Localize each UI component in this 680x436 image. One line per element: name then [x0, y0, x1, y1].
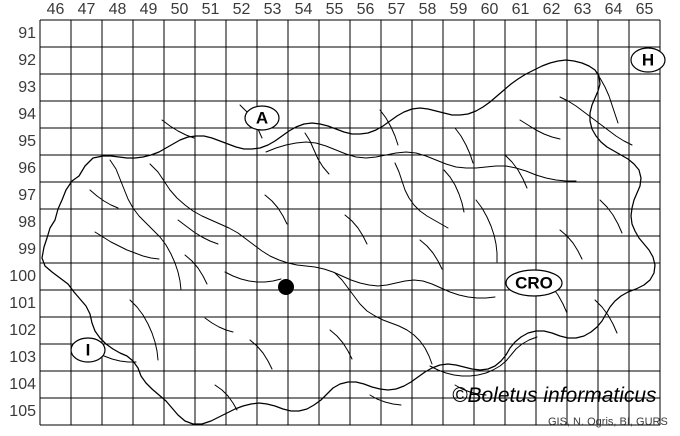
copyright-notice: ©Boletus informaticus	[452, 384, 657, 407]
country-code-ellipse-h	[630, 47, 666, 73]
y-tick-10: 101	[9, 295, 36, 312]
country-code-ellipse-a	[244, 105, 280, 131]
y-tick-11: 102	[9, 322, 36, 339]
x-tick-2: 48	[108, 1, 127, 18]
y-tick-13: 104	[9, 376, 36, 393]
y-tick-14: 105	[9, 403, 36, 420]
y-tick-3: 94	[18, 106, 36, 123]
y-tick-2: 93	[18, 79, 36, 96]
y-tick-0: 91	[18, 25, 36, 42]
country-border-slovenia	[41, 59, 656, 425]
data-source-attribution: GIS, N. Ogris, BI, GURS	[548, 416, 668, 428]
country-code-ellipse-i	[70, 337, 106, 363]
country-code-a: A	[255, 108, 269, 128]
y-tick-12: 103	[9, 349, 36, 366]
y-tick-4: 95	[18, 133, 36, 150]
x-tick-9: 55	[325, 1, 344, 18]
x-tick-17: 63	[573, 1, 592, 18]
utm-grid	[39, 19, 661, 426]
river-network	[89, 77, 633, 411]
x-tick-0: 46	[46, 1, 65, 18]
y-tick-1: 92	[18, 52, 36, 69]
country-code-i: I	[85, 340, 91, 360]
x-tick-7: 53	[263, 1, 282, 18]
y-tick-8: 99	[18, 241, 36, 258]
x-tick-15: 61	[511, 1, 530, 18]
x-tick-3: 49	[139, 1, 158, 18]
x-tick-8: 54	[294, 1, 313, 18]
y-tick-9: 100	[9, 268, 36, 285]
x-tick-19: 65	[635, 1, 654, 18]
x-tick-4: 50	[170, 1, 189, 18]
x-tick-6: 52	[232, 1, 251, 18]
x-tick-12: 58	[418, 1, 437, 18]
country-code-cro: CRO	[515, 273, 553, 293]
country-code-h: H	[641, 50, 655, 70]
country-code-ellipse-cro	[505, 269, 563, 297]
x-tick-13: 59	[449, 1, 468, 18]
y-tick-5: 96	[18, 160, 36, 177]
x-tick-18: 64	[604, 1, 623, 18]
country-code-markers	[70, 47, 666, 363]
x-tick-11: 57	[387, 1, 406, 18]
x-tick-14: 60	[480, 1, 499, 18]
occurrence-point[interactable]	[278, 279, 294, 295]
y-tick-7: 98	[18, 214, 36, 231]
y-tick-6: 97	[18, 187, 36, 204]
x-tick-5: 51	[201, 1, 220, 18]
occurrence-records	[278, 279, 294, 295]
x-tick-16: 62	[542, 1, 561, 18]
x-tick-1: 47	[77, 1, 96, 18]
x-tick-10: 56	[356, 1, 375, 18]
